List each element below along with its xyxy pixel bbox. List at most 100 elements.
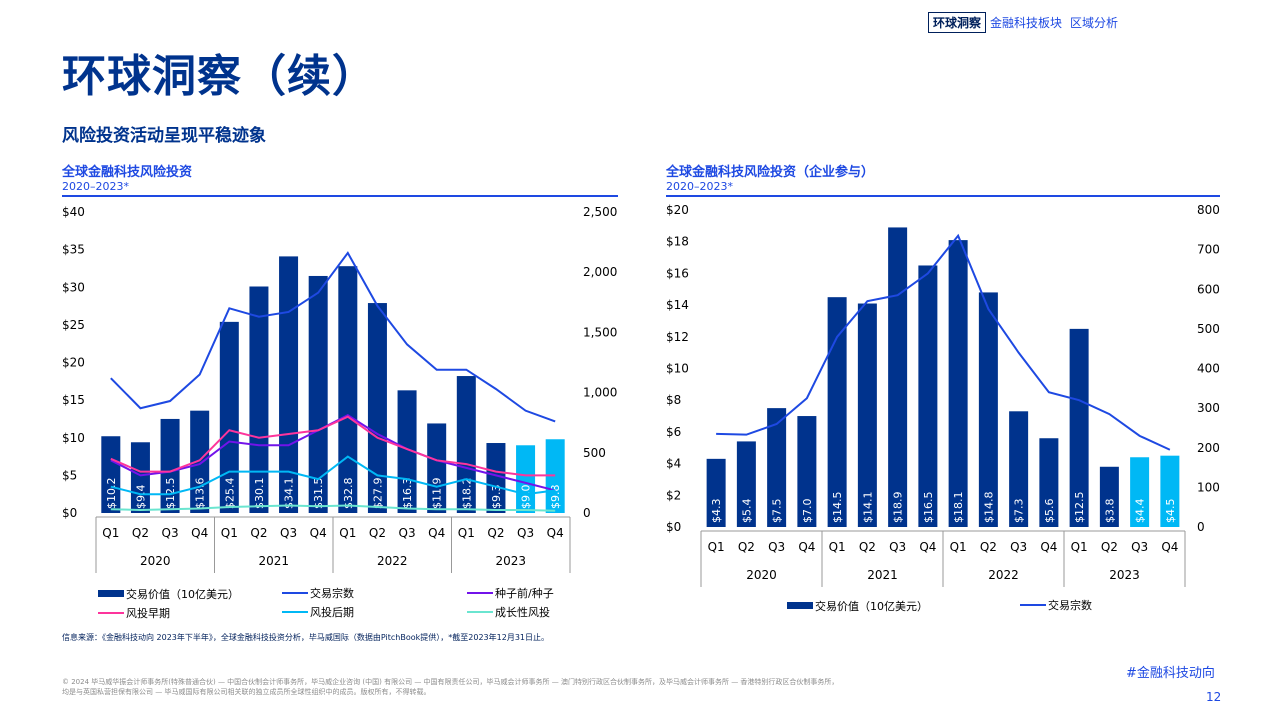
- chart1-bar-label: $13.6: [194, 478, 207, 510]
- chart2-ytick-left: $10: [666, 362, 689, 376]
- hashtag-link[interactable]: #金融科技动向: [1126, 666, 1215, 681]
- chart1-bar-label: $9.3: [490, 485, 503, 510]
- chart2-xtick: Q1: [950, 540, 967, 554]
- chart2-bar-label: $4.4: [1134, 499, 1147, 524]
- chart2-ytick-right: 0: [1197, 520, 1205, 534]
- chart1-bar-label: $9.8: [549, 485, 562, 510]
- chart2-bar: [1099, 466, 1119, 527]
- breadcrumb-item-fintech[interactable]: 金融科技板块: [990, 16, 1063, 30]
- chart2-bar-label: $5.4: [740, 499, 753, 524]
- chart2-ytick-left: $18: [666, 235, 689, 249]
- chart1-xtick: Q1: [102, 526, 119, 540]
- chart1-legend-label: 种子前/种子: [495, 586, 554, 600]
- chart1-bar: [160, 418, 180, 513]
- chart2-xtick: Q2: [1101, 540, 1118, 554]
- chart1-bar: [427, 423, 447, 513]
- chart2-bar: [948, 240, 968, 528]
- chart2-bar: [1160, 455, 1180, 527]
- breadcrumb: 环球洞察 金融科技板块 区域分析: [928, 12, 1126, 33]
- chart2-xtick: Q4: [798, 540, 815, 554]
- breadcrumb-active[interactable]: 环球洞察: [928, 12, 987, 33]
- chart1-svg: $0 $5 $10 $15 $20 $25 $30 $35 $40 0 500 1,000 1,500 2…: [62, 205, 617, 620]
- chart2-ytick-right: 500: [1197, 322, 1220, 336]
- chart2-ytick-right: 600: [1197, 282, 1220, 296]
- chart1-ytick-left: $15: [62, 393, 85, 407]
- chart2-bar-label: $12.5: [1073, 492, 1086, 524]
- chart2-xtick: Q1: [1071, 540, 1088, 554]
- chart1-ytick-right: 2,500: [583, 205, 617, 219]
- chart2-ytick-right: 200: [1197, 441, 1220, 455]
- chart1-ytick-left: $0: [62, 506, 77, 520]
- chart2-bar: [857, 303, 877, 527]
- chart2-bar-label: $5.6: [1043, 499, 1056, 524]
- chart2-ytick-right: 700: [1197, 243, 1220, 257]
- chart2-subtitle: 2020–2023*: [666, 180, 733, 193]
- page-number: 12: [1206, 690, 1222, 704]
- chart1-series-line: [110, 415, 556, 477]
- chart2-legend-swatch: [787, 602, 813, 609]
- chart2-legend-label: 交易价值（10亿美元）: [815, 599, 928, 613]
- chart1-bar: [101, 436, 121, 513]
- chart1-ytick-right: 500: [583, 446, 606, 460]
- source-note: 信息来源：《金融科技动向 2023年下半年》，全球金融科技投资分析，毕马威国际（…: [62, 633, 550, 642]
- chart2-year-label: 2020: [746, 568, 777, 582]
- chart1-ytick-left: $5: [62, 468, 77, 482]
- chart2-xtick: Q2: [859, 540, 876, 554]
- chart2-bar-label: $4.5: [1164, 499, 1177, 524]
- chart2-year-label: 2021: [867, 568, 898, 582]
- chart1-xtick: Q4: [428, 526, 445, 540]
- chart1-ytick-right: 1,000: [583, 386, 617, 400]
- chart1-bar: [279, 256, 299, 513]
- chart2-bar-label: $7.5: [771, 499, 784, 524]
- copyright-footer: © 2024 毕马威华振会计师事务所(特殊普通合伙) — 中国合伙制会计师事务所…: [62, 678, 839, 696]
- chart1-series-line: [110, 455, 556, 496]
- chart1-title: 全球金融科技风险投资: [62, 165, 193, 180]
- chart1-xtick: Q4: [191, 526, 208, 540]
- chart1-bar-label: $16.3: [401, 478, 414, 510]
- chart2-xtick: Q1: [829, 540, 846, 554]
- chart2-ytick-right: 100: [1197, 480, 1220, 494]
- chart2-xtick: Q4: [1040, 540, 1057, 554]
- chart2-bar: [767, 408, 787, 527]
- chart2-bar: [1009, 411, 1029, 527]
- chart2-year-label: 2023: [1109, 568, 1140, 582]
- chart1-xtick: Q4: [310, 526, 327, 540]
- chart1-xtick: Q4: [547, 526, 564, 540]
- chart2-bar: [797, 416, 817, 527]
- chart2-bar-label: $18.9: [892, 492, 905, 524]
- chart2-ytick-right: 300: [1197, 401, 1220, 415]
- chart2-xtick: Q2: [738, 540, 755, 554]
- chart1-series-line: [110, 504, 556, 512]
- chart2-bar-label: $18.1: [952, 492, 965, 524]
- chart1-xtick: Q1: [339, 526, 356, 540]
- chart1-bar-label: $32.8: [342, 478, 355, 510]
- chart2-bar: [736, 441, 756, 527]
- chart1-xtick: Q2: [250, 526, 267, 540]
- chart1-xtick: Q3: [280, 526, 297, 540]
- chart2-ytick-left: $16: [666, 266, 689, 280]
- chart2-rule: [666, 195, 1220, 197]
- breadcrumb-item-region[interactable]: 区域分析: [1070, 16, 1119, 30]
- chart1-xtick: Q2: [487, 526, 504, 540]
- chart1-bar: [130, 442, 150, 513]
- chart1-bar: [397, 390, 417, 513]
- chart2-bar: [827, 297, 847, 527]
- chart1-legend-label: 风投早期: [126, 606, 170, 620]
- chart1-xtick: Q1: [458, 526, 475, 540]
- chart2-xtick: Q3: [889, 540, 906, 554]
- chart1-ytick-left: $30: [62, 280, 85, 294]
- chart1-xtick: Q3: [399, 526, 416, 540]
- chart1-bar-label: $9.0: [520, 485, 533, 510]
- chart1-bar-label: $34.1: [283, 478, 296, 510]
- chart2-bar-label: $14.5: [831, 492, 844, 524]
- chart2-ytick-left: $20: [666, 203, 689, 217]
- chart2-legend-label: 交易宗数: [1048, 598, 1092, 612]
- chart2-bar: [1039, 438, 1059, 527]
- chart1-ytick-left: $25: [62, 318, 85, 332]
- chart2-bar-label: $14.8: [982, 492, 995, 524]
- chart1-bar-label: $31.5: [312, 478, 325, 510]
- chart1-ytick-left: $35: [62, 243, 85, 257]
- chart1-year-label: 2021: [258, 554, 289, 568]
- chart2-title: 全球金融科技风险投资（企业参与）: [666, 165, 875, 180]
- chart2-xtick: Q3: [1010, 540, 1027, 554]
